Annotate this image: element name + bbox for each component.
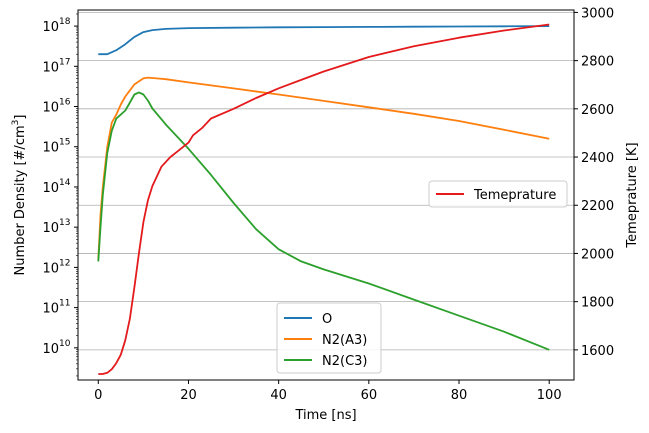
legend-temperature-label: Temeprature	[473, 188, 556, 203]
series-line-o	[98, 25, 550, 56]
y-left-tick-label-18: 10	[42, 20, 59, 35]
x-tick-label-60: 60	[361, 388, 378, 403]
y-left-tick-label-11: 10	[42, 302, 59, 317]
plot-frame	[77, 9, 575, 381]
legend-n2c3-label: N2(C3)	[322, 354, 368, 369]
legend-n2a3-label: N2(A3)	[322, 333, 367, 348]
y-left-tick-label-17: 10	[42, 60, 59, 75]
x-tick-label-80: 80	[451, 388, 468, 403]
y-right-tick-label-2600: 2600	[581, 103, 614, 118]
y-left-tick-label-12: 10	[42, 261, 59, 276]
y-left-tick-label-14: 10	[42, 181, 59, 196]
y-right-tick-label-1800: 1800	[581, 296, 614, 311]
y-axis-left-label-main: Number Density [#/cm	[13, 125, 28, 275]
x-tick-label-0: 0	[94, 388, 102, 403]
legend-o-label: O	[322, 312, 332, 327]
y-left-tick-label-10: 10	[42, 342, 59, 357]
x-axis-label: Time [ns]	[294, 408, 356, 423]
y-left-tick-exp-13: 13	[59, 218, 70, 228]
series-line-n2-c3	[97, 91, 550, 351]
y-left-tick-exp-17: 17	[59, 57, 70, 67]
y-left-tick-exp-11: 11	[59, 299, 70, 309]
x-tick-label-100: 100	[537, 388, 562, 403]
legend-temperature: Temeprature	[428, 180, 568, 208]
series-line-temeprature	[98, 23, 550, 375]
x-axis: 0 20 40 60 80 100	[94, 380, 562, 403]
y-axis-left-label-end: ]	[13, 115, 28, 120]
x-tick-label-40: 40	[270, 388, 287, 403]
y-left-tick-label-15: 10	[42, 141, 59, 156]
y-right-tick-label-2000: 2000	[581, 247, 614, 262]
legend-temperature-box	[428, 180, 568, 208]
grid	[78, 12, 574, 351]
y-right-tick-label-3000: 3000	[581, 6, 614, 21]
y-left-tick-exp-14: 14	[59, 178, 71, 188]
series-line-n2-a3	[97, 76, 550, 260]
legend-species: O N2(A3) N2(C3)	[276, 302, 382, 374]
y-axis-left-label-sup: 3	[11, 120, 21, 126]
y-right-tick-label-2400: 2400	[581, 151, 614, 166]
y-left-tick-exp-18: 18	[59, 17, 71, 27]
y-left-tick-exp-15: 15	[59, 138, 70, 148]
y-left-tick-exp-12: 12	[59, 258, 70, 268]
y-left-tick-exp-16: 16	[59, 98, 71, 108]
series-layer	[97, 23, 550, 375]
y-axis-right-label: Temeprature [K]	[625, 142, 640, 248]
y-left-tick-exp-10: 10	[59, 339, 71, 349]
y-axis-right: 1600 1800 2000 2200 2400 2600 2800 3000	[574, 6, 614, 359]
y-right-tick-label-2200: 2200	[581, 199, 614, 214]
y-axis-left-label: Number Density [#/cm3]	[11, 115, 28, 276]
x-tick-label-20: 20	[180, 388, 197, 403]
y-right-tick-label-1600: 1600	[581, 344, 614, 359]
y-left-tick-label-16: 10	[42, 101, 59, 116]
y-right-tick-label-2800: 2800	[581, 55, 614, 70]
legend-species-box	[276, 302, 382, 374]
y-left-tick-label-13: 10	[42, 221, 59, 236]
